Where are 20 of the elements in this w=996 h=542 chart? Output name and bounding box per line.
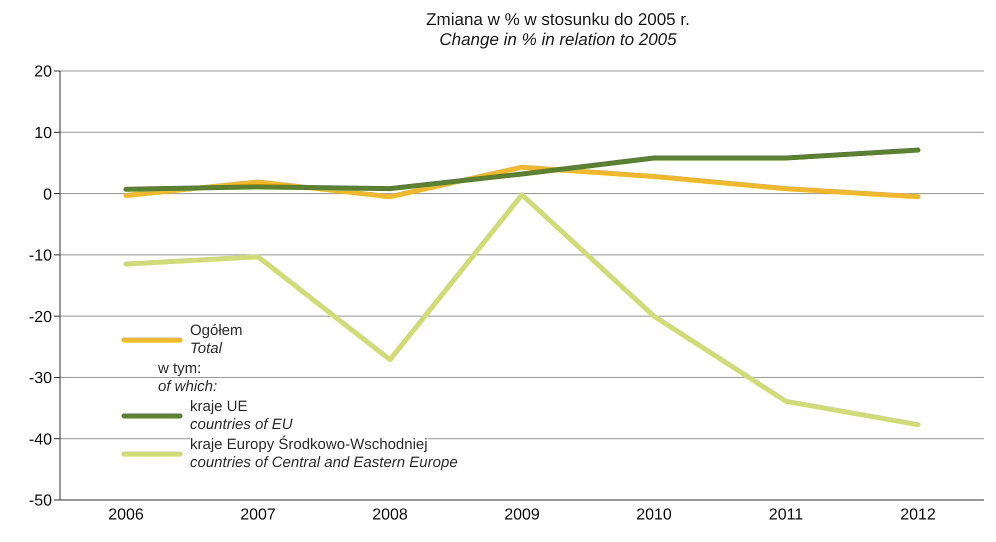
y-tick-label: -50 [28,492,52,510]
y-tick-label: 20 [34,64,52,81]
y-tick-label: 10 [34,124,52,142]
annotation: w tym: of which: [158,360,218,395]
y-tick-label: -10 [28,248,52,265]
y-tick-label: -30 [28,370,52,388]
x-tick-label: 2007 [240,506,276,524]
legend-label: kraje Europy Środkowo-Wschodniej countries of Central and Eastern Europe [190,436,458,471]
x-tick-label: 2006 [108,506,144,524]
x-tick-label: 2012 [900,506,936,524]
legend-label: Ogółem Total [190,322,243,357]
x-tick-label: 2009 [504,506,540,524]
chart-subtitle: Change in % in relation to 2005 [438,30,678,50]
x-tick-label: 2010 [636,506,672,524]
y-tick-label: -40 [28,431,52,448]
chart-title: Zmiana w % w stosunku do 2005 r. [425,10,691,30]
x-tick-label: 2011 [768,506,804,524]
y-tick-label: -20 [28,308,52,326]
x-tick-label: 2008 [372,506,408,524]
y-tick-label: 0 [43,186,52,204]
